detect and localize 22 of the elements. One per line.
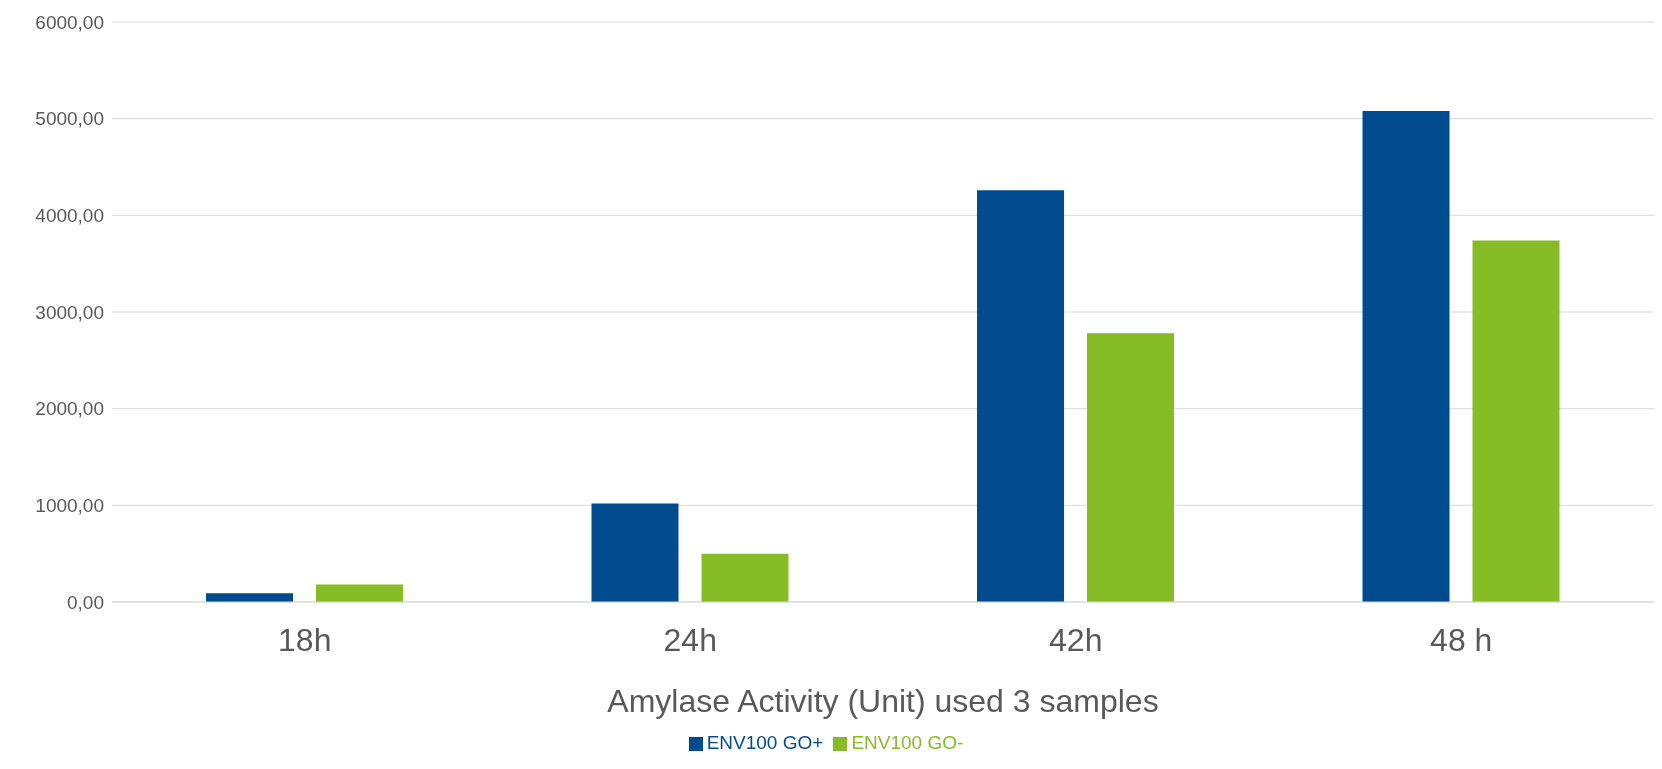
x-axis-title: Amylase Activity (Unit) used 3 samples: [607, 683, 1159, 719]
legend-label: ENV100 GO+: [706, 732, 824, 753]
bar: [1472, 240, 1560, 602]
y-tick-label: 5000,00: [35, 108, 104, 130]
bar: [1087, 333, 1174, 602]
bar: [591, 503, 679, 602]
y-tick-label: 3000,00: [35, 301, 104, 323]
y-tick-label: 4000,00: [35, 205, 104, 227]
bar: [701, 553, 789, 602]
y-tick-label: 0,00: [67, 591, 104, 613]
y-tick-label: 2000,00: [35, 398, 104, 420]
x-tick-label: 48 h: [1430, 621, 1493, 658]
bar: [977, 190, 1064, 602]
legend-label: ENV100 GO-: [851, 732, 964, 753]
y-tick-label: 6000,00: [35, 11, 104, 33]
bar: [206, 593, 293, 602]
x-tick-label: 42h: [1049, 621, 1103, 658]
y-tick-label: 1000,00: [35, 495, 104, 517]
x-tick-label: 24h: [663, 621, 717, 658]
bar: [316, 584, 403, 602]
x-tick-label: 18h: [278, 621, 332, 658]
bar: [1362, 110, 1450, 602]
